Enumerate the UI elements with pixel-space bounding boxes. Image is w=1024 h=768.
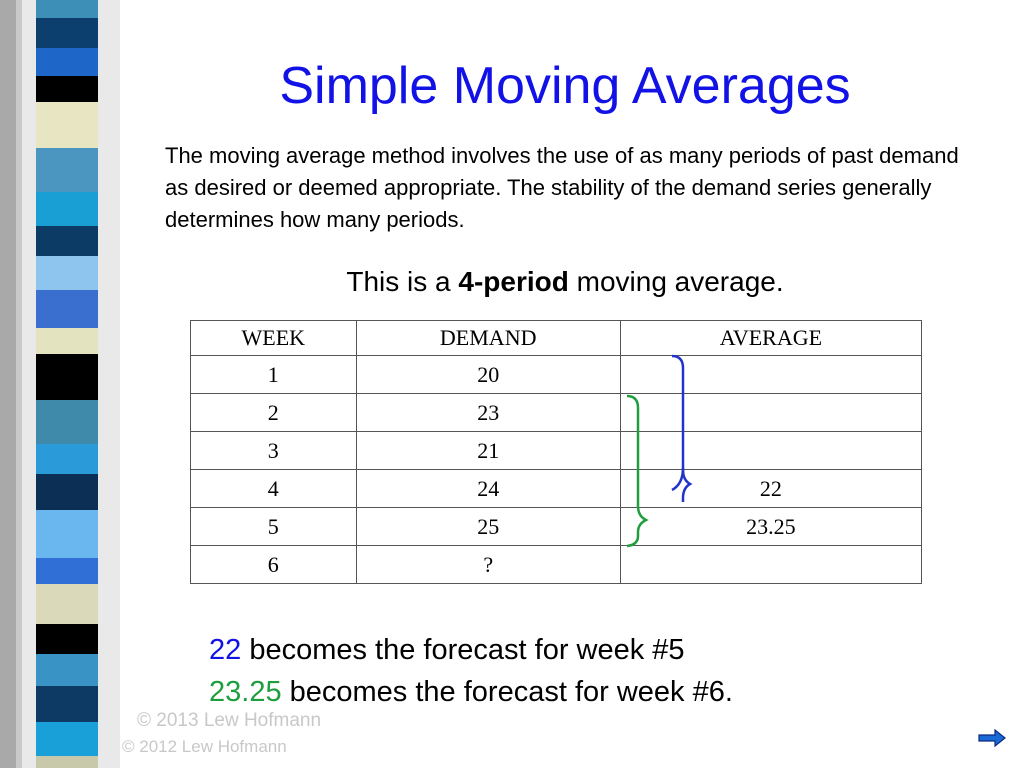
stripe-block (36, 256, 98, 290)
stripe-block (36, 474, 98, 510)
stripe-block (36, 102, 98, 148)
stripe-block (36, 686, 98, 722)
week-cell: 1 (190, 355, 357, 394)
demand-cell: ? (355, 545, 621, 584)
demand-cell: 20 (355, 355, 621, 394)
stripe-block (36, 148, 98, 192)
stripe-block (36, 18, 98, 48)
decorative-stripe-band (0, 0, 120, 768)
demand-cell: 25 (355, 507, 621, 546)
period-subtitle: This is a 4-period moving average. (150, 266, 980, 298)
stripe-block (36, 48, 98, 76)
table-row: 1 20 (190, 355, 923, 394)
average-cell (619, 355, 923, 394)
average-cell (619, 393, 923, 432)
stripe-block (36, 654, 98, 686)
forecast-value-first: 22 (209, 634, 242, 666)
week-cell: 6 (190, 545, 357, 584)
stripe-block (36, 584, 98, 624)
average-cell-first: 22 (619, 469, 923, 508)
demand-cell: 23 (355, 393, 621, 432)
table-row: 5 25 23.25 (190, 507, 923, 546)
header-week: WEEK (190, 320, 357, 356)
header-average: AVERAGE (619, 320, 923, 356)
stripe-block (36, 0, 98, 18)
slide-title: Simple Moving Averages (279, 57, 851, 115)
forecast-text-first: becomes the forecast for week #5 (241, 634, 685, 666)
stripe-block (36, 226, 98, 256)
demand-cell: 21 (355, 431, 621, 470)
header-demand: DEMAND (355, 320, 621, 356)
copyright-2012: © 2012 Lew Hofmann (122, 737, 287, 756)
average-cell-second: 23.25 (619, 507, 923, 546)
week-cell: 4 (190, 469, 357, 508)
stripe-block (36, 510, 98, 558)
table-row: 6 ? (190, 545, 923, 584)
week-cell: 2 (190, 393, 357, 432)
subtitle-period: 4-period (458, 266, 569, 297)
table-row: 2 23 (190, 393, 923, 432)
stripe-block (36, 192, 98, 226)
forecast-line-week5: 22 becomes the forecast for week #5 (209, 634, 685, 667)
stripe-block (36, 290, 98, 328)
table-row: 3 21 (190, 431, 923, 470)
week-cell: 5 (190, 507, 357, 546)
table-header-row: WEEK DEMAND AVERAGE (190, 320, 923, 356)
average-cell (619, 545, 923, 584)
stripe-block (36, 400, 98, 444)
average-cell (619, 431, 923, 470)
forecast-value-second: 23.25 (209, 676, 282, 708)
stripe-block (36, 328, 98, 354)
right-arrow-icon[interactable] (978, 728, 1006, 748)
stripe-block (36, 756, 98, 768)
copyright-2013: © 2013 Lew Hofmann (137, 710, 322, 731)
stripe-block (36, 76, 98, 102)
stripe-block (36, 354, 98, 400)
table-row: 4 24 22 (190, 469, 923, 508)
forecast-text-second: becomes the forecast for week #6. (281, 676, 733, 708)
stripe-block (36, 444, 98, 474)
week-cell: 3 (190, 431, 357, 470)
intro-paragraph: The moving average method involves the u… (165, 143, 959, 232)
subtitle-suffix: moving average. (568, 266, 784, 297)
demand-table: WEEK DEMAND AVERAGE 1 20 2 23 3 21 4 24 … (190, 320, 923, 584)
demand-cell: 24 (355, 469, 621, 508)
subtitle-prefix: This is a (346, 266, 459, 297)
forecast-line-week6: 23.25 becomes the forecast for week #6. (209, 676, 733, 709)
stripe-block (36, 624, 98, 654)
stripe-block (36, 722, 98, 756)
stripe-block (36, 558, 98, 584)
